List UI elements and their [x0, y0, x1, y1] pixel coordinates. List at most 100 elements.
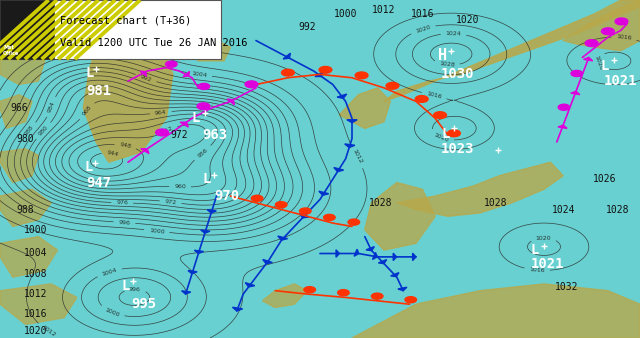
Text: 1012: 1012	[24, 289, 47, 299]
Text: 1020: 1020	[536, 235, 552, 241]
Polygon shape	[283, 53, 291, 59]
Polygon shape	[334, 168, 344, 172]
Text: 966: 966	[10, 103, 28, 113]
Circle shape	[197, 103, 210, 110]
Polygon shape	[0, 95, 32, 128]
Circle shape	[304, 287, 316, 293]
Circle shape	[338, 290, 349, 296]
Polygon shape	[0, 189, 51, 226]
Circle shape	[348, 219, 360, 225]
Text: 1021: 1021	[531, 257, 564, 271]
Polygon shape	[319, 191, 329, 195]
Polygon shape	[347, 120, 357, 123]
Text: 984: 984	[47, 101, 56, 114]
Polygon shape	[352, 284, 640, 338]
Polygon shape	[182, 291, 191, 294]
Text: 1004: 1004	[101, 267, 118, 276]
Polygon shape	[183, 71, 189, 77]
Text: 1016: 1016	[24, 309, 47, 319]
Circle shape	[415, 96, 428, 102]
Text: 988: 988	[17, 204, 35, 215]
Text: 1000: 1000	[24, 225, 47, 235]
Text: 1024: 1024	[445, 31, 461, 37]
Circle shape	[324, 214, 335, 220]
Text: 996: 996	[118, 220, 131, 225]
Polygon shape	[365, 183, 435, 250]
Circle shape	[386, 82, 399, 89]
Circle shape	[252, 195, 263, 201]
Text: H: H	[438, 48, 447, 63]
Circle shape	[615, 18, 628, 25]
Text: 1030: 1030	[441, 67, 474, 81]
Text: Forecast chart (T+36): Forecast chart (T+36)	[60, 16, 191, 26]
Polygon shape	[227, 99, 234, 105]
Text: 1032: 1032	[555, 282, 578, 292]
Polygon shape	[315, 72, 323, 76]
Circle shape	[571, 70, 582, 76]
Polygon shape	[339, 88, 390, 128]
Circle shape	[275, 202, 287, 208]
Polygon shape	[366, 247, 374, 251]
Polygon shape	[413, 253, 416, 261]
Text: 996: 996	[129, 287, 141, 292]
Polygon shape	[337, 94, 347, 98]
Polygon shape	[372, 252, 377, 260]
Polygon shape	[232, 307, 243, 311]
Circle shape	[166, 61, 177, 67]
Text: 992: 992	[140, 74, 152, 82]
Polygon shape	[83, 0, 173, 162]
Polygon shape	[207, 210, 216, 213]
Circle shape	[282, 69, 294, 76]
Text: 1004: 1004	[191, 71, 207, 78]
Text: 963: 963	[202, 128, 227, 142]
Text: 960: 960	[174, 184, 186, 189]
Text: L: L	[442, 126, 451, 141]
Polygon shape	[201, 230, 210, 233]
Polygon shape	[180, 122, 188, 127]
Text: L: L	[191, 111, 200, 125]
Text: 1004: 1004	[24, 248, 47, 259]
Text: 1028: 1028	[606, 204, 629, 215]
Bar	[0, 0, 54, 59]
Text: 976: 976	[116, 200, 128, 206]
Text: 944: 944	[106, 150, 119, 157]
Polygon shape	[584, 57, 593, 61]
Polygon shape	[0, 284, 77, 324]
Polygon shape	[195, 250, 204, 254]
Text: 995: 995	[131, 297, 157, 311]
Circle shape	[558, 104, 570, 110]
Text: 947: 947	[86, 175, 112, 190]
Polygon shape	[278, 236, 287, 240]
Text: 1016: 1016	[411, 8, 434, 19]
Text: 992: 992	[298, 22, 316, 32]
Text: 988: 988	[23, 125, 35, 137]
Circle shape	[245, 81, 258, 88]
Polygon shape	[263, 260, 273, 264]
Text: 948: 948	[119, 142, 132, 149]
Text: 1026: 1026	[593, 174, 616, 184]
Circle shape	[447, 130, 460, 137]
Text: 1023: 1023	[441, 142, 474, 156]
Circle shape	[371, 293, 383, 299]
Polygon shape	[571, 91, 580, 95]
Polygon shape	[397, 162, 563, 216]
Bar	[0, 0, 221, 59]
Text: 1016: 1016	[426, 91, 442, 100]
Text: L: L	[121, 279, 130, 293]
Polygon shape	[398, 287, 407, 291]
Polygon shape	[0, 149, 38, 183]
Polygon shape	[558, 125, 567, 128]
Text: Valid 1200 UTC Tue 26 JAN 2016: Valid 1200 UTC Tue 26 JAN 2016	[60, 38, 247, 48]
Circle shape	[405, 297, 417, 303]
Text: 981: 981	[86, 84, 112, 98]
Text: 1020: 1020	[24, 326, 47, 336]
Text: 972: 972	[170, 130, 188, 140]
Text: 1008: 1008	[150, 51, 166, 61]
Text: 1012: 1012	[351, 149, 363, 165]
Polygon shape	[384, 0, 640, 101]
Polygon shape	[245, 283, 255, 287]
Polygon shape	[393, 253, 397, 261]
Text: 952: 952	[161, 126, 173, 136]
Text: 980: 980	[38, 125, 49, 137]
Polygon shape	[354, 249, 359, 256]
